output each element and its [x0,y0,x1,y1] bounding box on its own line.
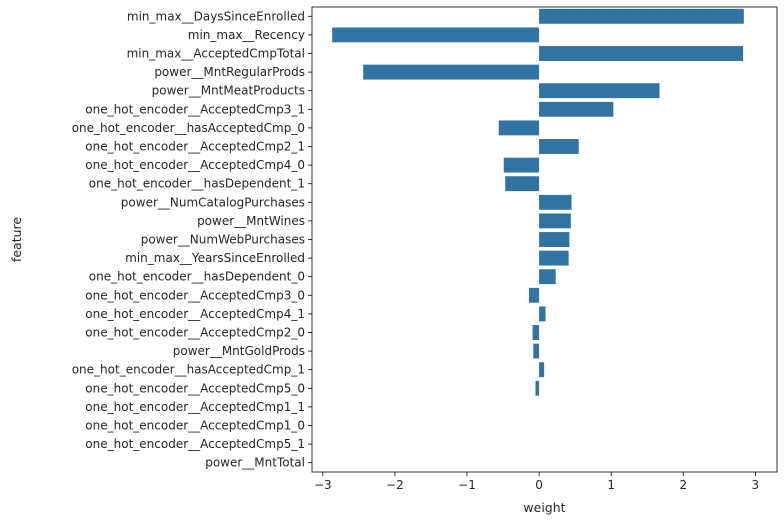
bar-one_hot_encoder__AcceptedCmp3_1 [539,101,614,117]
y-tick-label: one_hot_encoder__AcceptedCmp2_0 [85,326,305,340]
y-axis-label: feature [9,217,24,262]
y-tick-label: min_max__DaysSinceEnrolled [127,9,305,23]
x-axis-label: weight [523,500,565,515]
bar-power__NumWebPurchases [539,232,570,247]
y-tick-label: one_hot_encoder__hasAcceptedCmp_1 [72,363,305,377]
bar-one_hot_encoder__hasDependent_1 [505,176,540,192]
y-tick-label: one_hot_encoder__hasAcceptedCmp_0 [72,121,305,135]
y-tick-label: power__MntWines [197,214,305,228]
y-tick-label: one_hot_encoder__AcceptedCmp1_0 [85,419,305,433]
bar-one_hot_encoder__AcceptedCmp2_0 [532,325,540,340]
y-tick-label: power__NumCatalogPurchases [121,195,305,209]
y-tick-label: one_hot_encoder__AcceptedCmp4_0 [85,158,305,172]
y-tick-label: power__MntMeatProducts [152,84,305,98]
x-tick-label: 1 [607,478,615,492]
bar-one_hot_encoder__hasDependent_0 [539,269,556,285]
bar-power__MntMeatProducts [539,83,660,99]
bar-min_max__DaysSinceEnrolled [539,8,744,24]
bar-one_hot_encoder__AcceptedCmp3_0 [529,287,540,303]
x-tick-label: −1 [458,478,476,492]
y-tick-label: power__MntGoldProds [173,344,305,358]
x-tick-label: −3 [314,478,332,492]
y-tick-label: one_hot_encoder__AcceptedCmp4_1 [85,307,305,321]
bar-min_max__AcceptedCmpTotal [539,46,744,61]
x-tick-label: 2 [679,478,687,492]
y-tick-label: min_max__AcceptedCmpTotal [127,47,305,61]
bar-min_max__YearsSinceEnrolled [539,250,569,266]
bar-one_hot_encoder__hasAcceptedCmp_0 [498,120,540,136]
y-tick-labels: min_max__DaysSinceEnrolled min_max__Recen… [72,9,312,470]
y-tick-label: one_hot_encoder__AcceptedCmp3_0 [85,288,305,302]
y-tick-label: min_max__Recency [188,28,305,42]
y-tick-label: power__MntRegularProds [154,65,305,79]
bar-one_hot_encoder__AcceptedCmp4_1 [539,306,546,322]
y-tick-label: power__MntTotal [205,456,305,470]
bar-one_hot_encoder__AcceptedCmp4_0 [503,157,540,173]
y-tick-label: power__NumWebPurchases [141,233,305,247]
y-tick-label: one_hot_encoder__AcceptedCmp3_1 [85,102,305,116]
y-tick-label: one_hot_encoder__hasDependent_1 [89,177,305,191]
x-tick-label: 3 [752,478,760,492]
y-tick-label: one_hot_encoder__AcceptedCmp5_1 [85,437,305,451]
x-tick-label: 0 [535,478,543,492]
y-tick-label: min_max__YearsSinceEnrolled [125,251,305,265]
y-tick-label: one_hot_encoder__AcceptedCmp2_1 [85,140,305,154]
bar-power__MntWines [539,213,571,229]
x-ticks: −3 −2 −1 0 1 2 3 [314,472,759,492]
y-tick-label: one_hot_encoder__AcceptedCmp5_0 [85,381,305,395]
bar-power__NumCatalogPurchases [539,194,572,210]
bar-min_max__Recency [332,27,540,43]
bar-power__MntGoldProds [533,343,540,359]
plot-frame [311,6,778,473]
bar-power__MntRegularProds [363,64,540,80]
x-tick-label: −2 [386,478,404,492]
bar-one_hot_encoder__AcceptedCmp5_0 [535,380,540,396]
y-tick-label: one_hot_encoder__hasDependent_0 [89,270,305,284]
bar-one_hot_encoder__AcceptedCmp2_1 [539,139,579,154]
bar-series [332,8,744,396]
bar-one_hot_encoder__hasAcceptedCmp_1 [539,362,545,378]
y-tick-label: one_hot_encoder__AcceptedCmp1_1 [85,400,305,414]
